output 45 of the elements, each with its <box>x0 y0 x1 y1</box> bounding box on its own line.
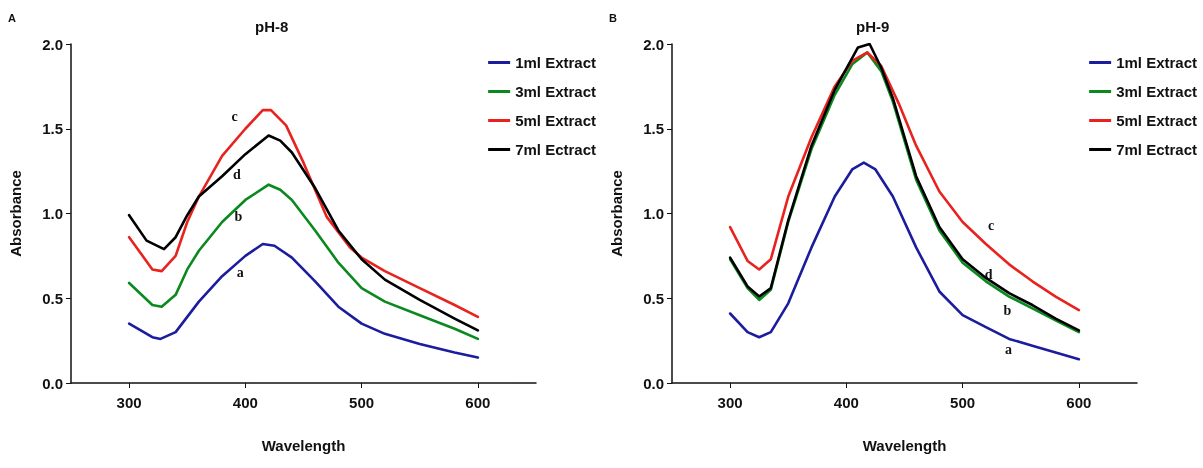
legend-label: 7ml Ectract <box>1116 141 1197 158</box>
y-tick-label: 2.0 <box>643 35 664 53</box>
x-axis-title: Wavelength <box>862 437 947 454</box>
legend-label: 5ml Extract <box>1116 112 1197 129</box>
y-tick-label: 0.5 <box>42 289 63 307</box>
line-series <box>127 242 480 359</box>
annotation: b <box>234 209 243 225</box>
y-tick-label: 1.0 <box>643 205 664 222</box>
chart-title: pH-9 <box>856 18 890 35</box>
legend-label: 5ml Extract <box>515 112 596 129</box>
y-tick-label: 0.0 <box>643 374 664 392</box>
annotation: c <box>231 109 238 125</box>
x-tick-label: 300 <box>116 394 142 411</box>
x-tick-label: 400 <box>833 394 859 411</box>
annotation: b <box>1003 302 1012 318</box>
x-tick-label: 600 <box>465 394 491 411</box>
annotation: d <box>233 167 242 183</box>
y-tick-label: 0.0 <box>42 374 63 392</box>
legend-label: 1ml Extract <box>515 54 596 71</box>
annotation: a <box>1004 341 1012 357</box>
legend-label: 7ml Ectract <box>515 141 596 158</box>
legend-label: 1ml Extract <box>1116 54 1197 71</box>
y-tick-label: 1.5 <box>42 120 63 138</box>
line-series <box>728 161 1081 361</box>
x-tick-label: 600 <box>1066 394 1092 411</box>
annotation: c <box>987 217 995 233</box>
chart-title: pH-8 <box>255 18 289 35</box>
x-tick-label: 500 <box>950 394 976 411</box>
text: B <box>609 11 617 24</box>
annotation: a <box>236 265 244 281</box>
y-axis-title: Absorbance <box>7 170 24 257</box>
text: A <box>8 11 16 24</box>
x-tick-label: 400 <box>232 394 258 411</box>
y-tick-label: 0.5 <box>643 289 664 307</box>
x-tick-label: 300 <box>717 394 743 411</box>
line-series <box>127 183 480 341</box>
legend-label: 3ml Extract <box>515 83 596 100</box>
x-tick-label: 500 <box>349 394 375 411</box>
y-tick-label: 2.0 <box>42 35 63 53</box>
line-series <box>127 134 480 332</box>
y-tick-label: 1.5 <box>643 120 664 138</box>
y-axis-title: Absorbance <box>608 170 625 257</box>
legend-label: 3ml Extract <box>1116 83 1197 100</box>
y-tick-label: 1.0 <box>42 205 63 222</box>
x-axis-title: Wavelength <box>261 437 346 454</box>
